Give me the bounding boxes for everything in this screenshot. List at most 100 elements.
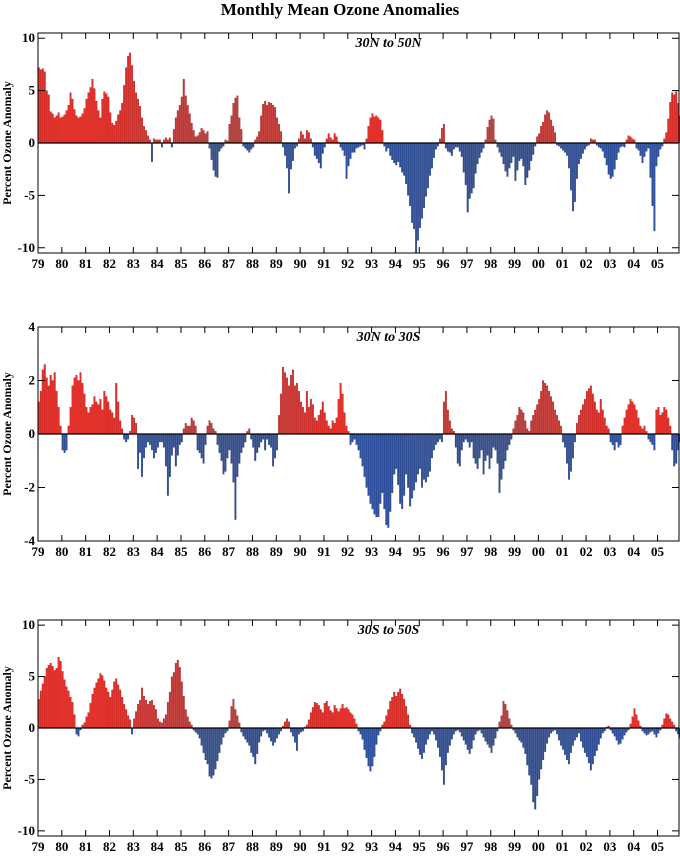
bar (137, 433, 140, 469)
bar (444, 142, 447, 149)
bar (307, 407, 310, 435)
bar (379, 433, 382, 504)
bar (508, 433, 511, 445)
bar (127, 433, 130, 440)
bar (518, 407, 521, 435)
bar (67, 105, 70, 144)
bar (629, 399, 632, 435)
bar (385, 715, 388, 729)
bar (63, 679, 66, 729)
bar (162, 433, 165, 448)
bar (583, 399, 586, 435)
bar (458, 433, 461, 467)
bar (673, 94, 676, 144)
bar (57, 407, 60, 435)
bar (615, 433, 618, 443)
bar (397, 691, 400, 729)
bar (111, 122, 114, 144)
bar (143, 126, 145, 144)
bar (91, 404, 94, 435)
bar (484, 433, 487, 461)
bar (576, 142, 578, 179)
bar (258, 727, 261, 743)
bar (188, 113, 191, 144)
bar (172, 672, 175, 729)
bar (319, 142, 322, 169)
bar (303, 412, 306, 435)
bar (194, 136, 197, 144)
bar (391, 433, 394, 493)
bar (579, 409, 582, 435)
bar (174, 117, 177, 144)
x-tick-label: 84 (151, 544, 165, 559)
bar (250, 142, 253, 150)
bar (188, 425, 191, 435)
bar (542, 727, 545, 761)
bar (321, 142, 324, 154)
bar (234, 433, 237, 520)
bar (448, 420, 451, 435)
x-tick-label: 83 (127, 256, 141, 271)
y-axis-label: Percent Ozone Anomaly (0, 666, 14, 790)
bar (254, 433, 257, 461)
bar-series (37, 656, 680, 810)
bar (546, 727, 549, 744)
bar (129, 52, 132, 144)
bar (268, 433, 271, 445)
bar (299, 727, 302, 733)
bar (244, 142, 247, 149)
bar (536, 727, 539, 797)
bar (653, 727, 656, 735)
bar (468, 727, 471, 754)
bar (442, 124, 445, 144)
bar (482, 142, 485, 149)
bar (488, 119, 491, 144)
x-tick-label: 05 (651, 256, 665, 271)
bar (333, 423, 336, 435)
bar (147, 704, 149, 729)
bar (425, 727, 427, 745)
bar (61, 116, 64, 144)
bar (599, 142, 602, 149)
bar (435, 142, 437, 150)
bar (347, 709, 350, 729)
bar (258, 433, 261, 448)
x-tick-label: 86 (198, 256, 212, 271)
bar (69, 697, 72, 729)
bar (532, 415, 535, 435)
bar (359, 433, 362, 459)
bar (200, 433, 203, 459)
bar (107, 96, 110, 144)
bar-series (37, 364, 680, 528)
x-tick-label: 01 (556, 544, 569, 559)
bar (492, 727, 495, 746)
bar (560, 727, 562, 746)
x-tick-label: 84 (151, 256, 165, 271)
bar (437, 433, 439, 443)
bar (474, 142, 477, 174)
bar (133, 417, 136, 435)
bar (653, 142, 656, 232)
bar (619, 142, 622, 148)
bar (516, 415, 519, 435)
bar (111, 689, 114, 729)
bar (296, 727, 298, 751)
x-tick-label: 87 (222, 256, 236, 271)
bar (520, 409, 523, 435)
bar (631, 401, 634, 435)
bar (574, 433, 576, 443)
bar (137, 98, 140, 144)
bar (309, 138, 312, 144)
bar (131, 415, 134, 435)
bar (351, 433, 354, 443)
bar (103, 91, 106, 144)
bar (369, 117, 372, 144)
bar (274, 107, 277, 144)
bar (663, 718, 666, 729)
bar (470, 142, 473, 194)
bar (162, 718, 165, 729)
bar (617, 727, 620, 745)
bar (168, 691, 171, 729)
bar (196, 433, 199, 451)
bar (347, 142, 350, 167)
